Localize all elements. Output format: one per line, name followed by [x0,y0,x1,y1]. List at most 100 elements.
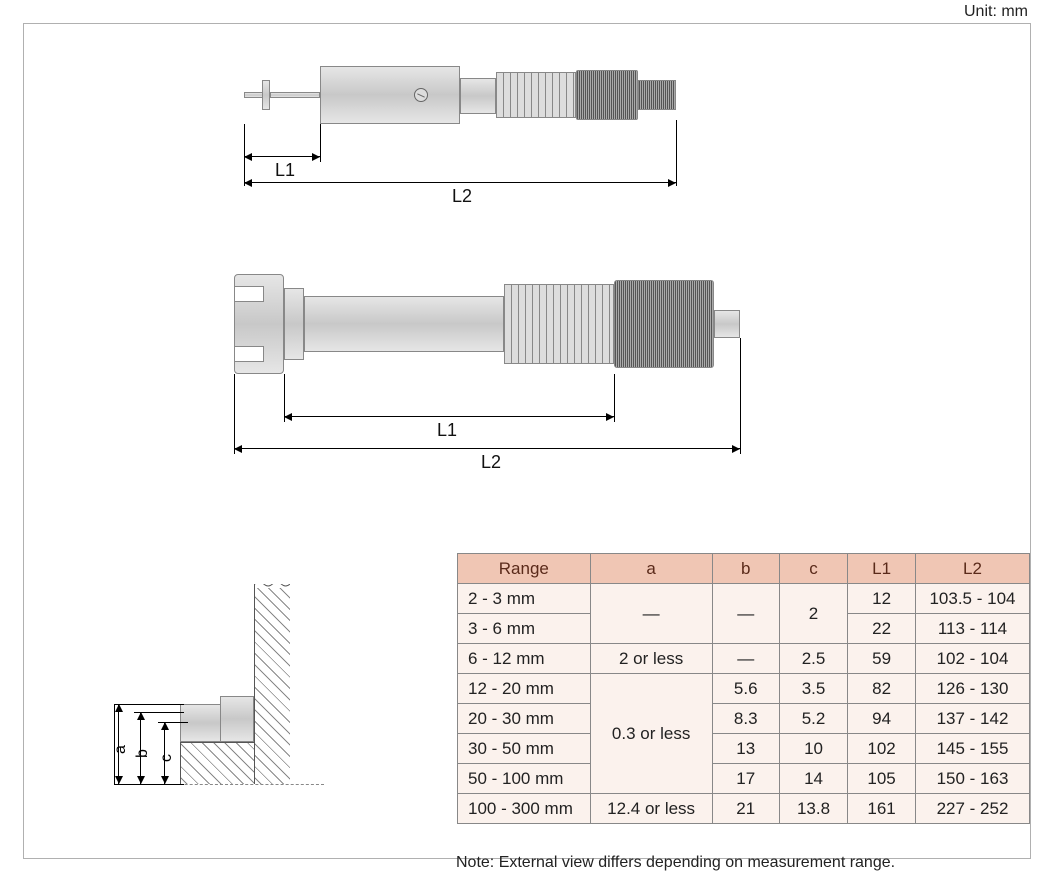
table-row: 30 - 50 mm1310102145 - 155 [458,734,1030,764]
dim-l1-2 [284,416,614,417]
cell-l1: 161 [848,794,916,824]
cell-l2: 145 - 155 [915,734,1029,764]
ext-line [114,704,115,784]
dim-l1-2-label: L1 [434,420,460,441]
col-header: Range [458,554,591,584]
cell-b: 8.3 [712,704,779,734]
cell-l1: 105 [848,764,916,794]
diagram-2: L1 L2 [234,274,754,504]
cell-range: 50 - 100 mm [458,764,591,794]
cell-a: 12.4 or less [590,794,712,824]
head-notch [234,286,264,302]
cell-b: 17 [712,764,779,794]
col-header: c [779,554,847,584]
col-header: L2 [915,554,1029,584]
section-hatch [254,584,290,784]
section-hatch-2 [180,742,254,784]
spec-table: RangeabcL1L2 2 - 3 mm——212103.5 - 1043 -… [457,553,1030,824]
cell-b: — [712,644,779,674]
col-header: a [590,554,712,584]
ext-line [114,784,184,785]
dim-l2 [244,182,676,183]
dim-a-label: a [112,745,130,754]
cell-c: 10 [779,734,847,764]
diagram-3: a b c [74,584,404,834]
dim-l2-2-label: L2 [478,452,504,473]
col-header: b [712,554,779,584]
dim-c-label: c [158,754,176,762]
end-cap [714,310,740,338]
cell-l2: 102 - 104 [915,644,1029,674]
page-frame: L1 L2 L1 L2 [23,23,1031,859]
ext-line [614,374,615,422]
cell-b: 13 [712,734,779,764]
table-row: 20 - 30 mm 8.35.294137 - 142 [458,704,1030,734]
cell-l2: 137 - 142 [915,704,1029,734]
cell-b: 21 [712,794,779,824]
cell-l2: 126 - 130 [915,674,1029,704]
cell-b: 5.6 [712,674,779,704]
cell-l1: 12 [848,584,916,614]
ext-line [740,338,741,454]
dim-l1 [244,156,320,157]
cell-c: 14 [779,764,847,794]
ratchet-grip [638,80,676,110]
thimble-scale [496,72,576,118]
cell-range: 2 - 3 mm [458,584,591,614]
dim-l2-2 [234,448,740,449]
cell-c: 2.5 [779,644,847,674]
cell-range: 6 - 12 mm [458,644,591,674]
cell-l2: 113 - 114 [915,614,1029,644]
cell-range: 20 - 30 mm [458,704,591,734]
head-notch [234,346,264,362]
dim-l2-label: L2 [449,186,475,207]
cell-l2: 150 - 163 [915,764,1029,794]
cell-a: 2 or less [590,644,712,674]
cell-c: 2 [779,584,847,644]
ext-line [234,374,235,454]
cell-c: 13.8 [779,794,847,824]
cell-l2: 227 - 252 [915,794,1029,824]
ext-line [134,712,184,713]
table-note: Note: External view differs depending on… [456,854,895,872]
table-row: 12 - 20 mm0.3 or less5.63.582126 - 130 [458,674,1030,704]
cell-c: 3.5 [779,674,847,704]
barrel [304,296,504,352]
screw-icon [414,88,428,102]
body-block [320,66,460,124]
cell-a: — [590,584,712,644]
diagram-1: L1 L2 [244,64,724,234]
probe-shaft [270,92,320,98]
dim-c [164,722,165,784]
table-row: 50 - 100 mm 1714105150 - 163 [458,764,1030,794]
dim-a [118,704,119,784]
collar [284,288,304,360]
cell-l2: 103.5 - 104 [915,584,1029,614]
ext-line [320,124,321,162]
knurled-grip-2 [614,280,714,368]
knurled-grip [576,70,638,120]
cell-l1: 102 [848,734,916,764]
cell-range: 100 - 300 mm [458,794,591,824]
cell-a: 0.3 or less [590,674,712,794]
cell-range: 12 - 20 mm [458,674,591,704]
dim-l1-label: L1 [272,160,298,181]
neck [460,78,496,114]
unit-label: Unit: mm [964,3,1028,21]
cell-l1: 22 [848,614,916,644]
ext-line [114,704,184,705]
break-line [255,584,290,588]
ext-line [676,120,677,186]
cell-l1: 59 [848,644,916,674]
table-row: 100 - 300 mm12.4 or less2113.8161227 - 2… [458,794,1030,824]
cell-l1: 94 [848,704,916,734]
cell-c: 5.2 [779,704,847,734]
probe-collar [262,80,270,110]
cell-b: — [712,584,779,644]
table-row: 2 - 3 mm——212103.5 - 104 [458,584,1030,614]
col-header: L1 [848,554,916,584]
ext-line [158,722,188,723]
table-row: 6 - 12 mm2 or less—2.559102 - 104 [458,644,1030,674]
dim-b-label: b [134,749,152,758]
cell-range: 3 - 6 mm [458,614,591,644]
